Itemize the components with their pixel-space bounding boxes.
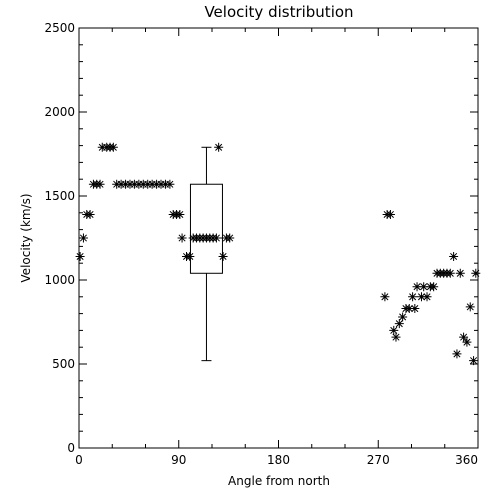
data-point xyxy=(419,282,429,292)
data-point xyxy=(175,209,185,219)
axes: 0 90 180 270 360 0 500 1000 1500 2000 2500 xyxy=(44,21,479,467)
y-tick-label: 2500 xyxy=(44,21,75,35)
y-tick-label: 1500 xyxy=(44,189,75,203)
data-point xyxy=(78,233,88,243)
data-point xyxy=(422,292,432,302)
data-point xyxy=(218,251,228,261)
data-point xyxy=(416,292,426,302)
data-point xyxy=(85,209,95,219)
y-tick-label: 500 xyxy=(52,357,75,371)
data-point xyxy=(449,251,459,261)
data-point xyxy=(404,304,414,314)
data-point xyxy=(469,356,479,366)
data-point xyxy=(211,233,221,243)
data-point xyxy=(412,282,422,292)
data-point xyxy=(429,282,439,292)
data-point xyxy=(214,142,224,152)
data-point xyxy=(410,304,420,314)
box-iqr xyxy=(189,183,223,274)
data-points xyxy=(75,142,481,366)
data-point xyxy=(455,268,465,278)
data-point xyxy=(398,312,408,322)
data-point xyxy=(394,319,404,329)
y-tick-label: 0 xyxy=(67,441,75,455)
x-axis-label: Angle from north xyxy=(228,474,330,488)
data-point xyxy=(75,251,85,261)
x-tick-label: 90 xyxy=(171,453,186,467)
data-point xyxy=(465,302,475,312)
chart-title: Velocity distribution xyxy=(204,3,353,21)
data-point xyxy=(95,179,105,189)
data-point xyxy=(452,349,462,359)
boxplot xyxy=(189,146,223,362)
data-point xyxy=(445,268,455,278)
data-point xyxy=(165,179,175,189)
data-point xyxy=(108,142,118,152)
x-tick-label: 0 xyxy=(75,453,83,467)
data-point xyxy=(391,332,401,342)
data-point xyxy=(462,337,472,347)
y-axis-label: Velocity (km/s) xyxy=(19,193,33,282)
y-tick-label: 2000 xyxy=(44,105,75,119)
data-point xyxy=(459,332,469,342)
data-point xyxy=(185,251,195,261)
plot-frame xyxy=(78,27,479,449)
data-point xyxy=(385,209,395,219)
x-tick-label: 270 xyxy=(367,453,390,467)
data-point xyxy=(471,268,481,278)
data-point xyxy=(225,233,235,243)
data-point xyxy=(177,233,187,243)
x-tick-label: 180 xyxy=(267,453,290,467)
data-point xyxy=(389,325,399,335)
x-tick-label: 360 xyxy=(455,453,478,467)
y-tick-label: 1000 xyxy=(44,273,75,287)
data-point xyxy=(380,292,390,302)
data-point xyxy=(408,292,418,302)
